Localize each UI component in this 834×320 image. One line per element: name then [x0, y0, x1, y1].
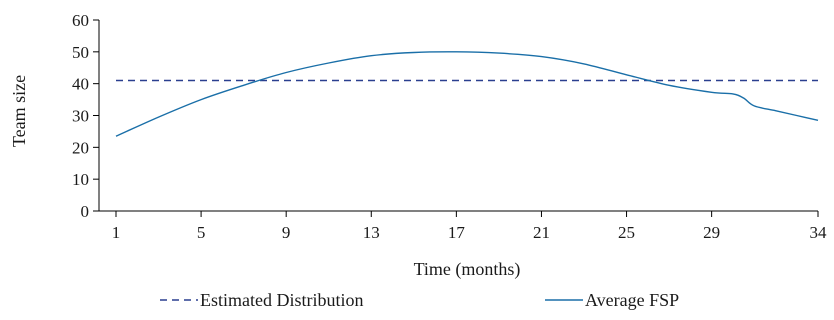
legend: Estimated Distribution Average FSP [160, 290, 679, 310]
x-tick-label: 9 [282, 223, 291, 242]
y-tick-label: 10 [72, 170, 89, 189]
y-tick-label: 50 [72, 43, 89, 62]
x-tick-label: 13 [363, 223, 380, 242]
y-tick-label: 20 [72, 138, 89, 157]
y-tick-label: 0 [81, 202, 90, 221]
legend-label: Average FSP [585, 290, 679, 310]
x-tick-label: 34 [810, 223, 828, 242]
plot-area [115, 51, 819, 137]
y-tick-label: 30 [72, 107, 89, 126]
x-tick-label: 29 [703, 223, 720, 242]
x-tick-label: 25 [618, 223, 635, 242]
y-tick-label: 40 [72, 75, 89, 94]
x-tick-label: 17 [448, 223, 466, 242]
y-axis-title: Team size [9, 75, 29, 147]
series-line-average-fsp [115, 51, 819, 137]
y-tick-label: 60 [72, 11, 89, 30]
x-axis-title: Time (months) [414, 259, 521, 280]
legend-label: Estimated Distribution [200, 290, 364, 310]
x-tick-label: 5 [197, 223, 206, 242]
x-tick-label: 1 [112, 223, 121, 242]
x-tick-label: 21 [533, 223, 550, 242]
axes: 0 10 20 30 40 50 60 1 5 9 13 17 21 25 29 34 [72, 11, 827, 242]
